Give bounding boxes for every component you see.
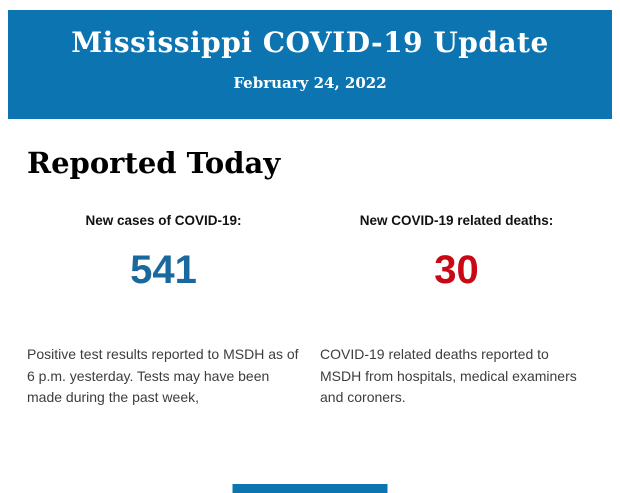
header-banner: Mississippi COVID-19 Update February 24,…	[8, 10, 612, 119]
header-date: February 24, 2022	[233, 74, 387, 92]
stat-deaths-description: COVID-19 related deaths reported to MSDH…	[320, 346, 577, 405]
stat-deaths-value: 30	[434, 248, 479, 292]
stats-row: New cases of COVID-19: 541 Positive test…	[0, 213, 620, 409]
stat-deaths-label: New COVID-19 related deaths:	[359, 213, 554, 228]
footer-bar	[232, 484, 388, 493]
section-title: Reported Today	[27, 146, 281, 180]
main-content: Reported Today New cases of COVID-19: 54…	[0, 146, 620, 409]
stat-cases-description: Positive test results reported to MSDH a…	[27, 346, 299, 405]
stat-cases: New cases of COVID-19: 541 Positive test…	[27, 213, 300, 409]
stat-deaths: New COVID-19 related deaths: 30 COVID-19…	[320, 213, 593, 409]
page-title: Mississippi COVID-19 Update	[71, 26, 549, 59]
stat-cases-value: 541	[130, 248, 197, 292]
stat-cases-label: New cases of COVID-19:	[85, 213, 242, 228]
